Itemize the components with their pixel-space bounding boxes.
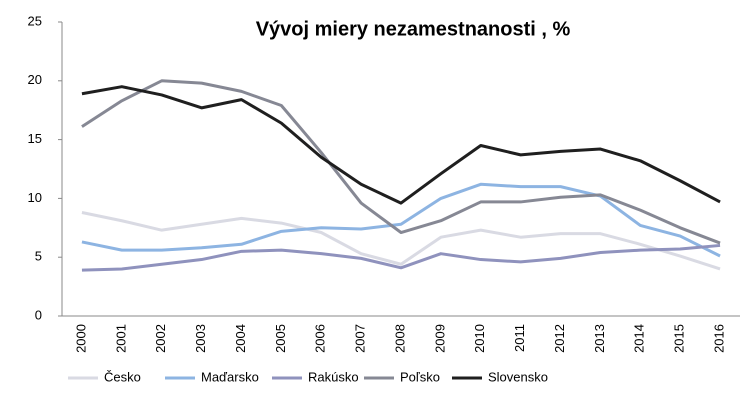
- legend-label: Česko: [104, 369, 141, 384]
- line: [81, 211, 721, 271]
- x-tick-label: 2013: [592, 324, 607, 353]
- chart-title: Vývoj miery nezamestnanosti , %: [256, 18, 571, 40]
- x-tick-label: 2010: [472, 324, 487, 353]
- line: [81, 85, 721, 205]
- x-tick-label: 2003: [193, 324, 208, 353]
- x-tick-label: 2006: [313, 324, 328, 353]
- x-tick-label: 2014: [632, 324, 647, 353]
- y-tick-label: 15: [28, 131, 42, 146]
- legend-label: Poľsko: [400, 369, 440, 384]
- x-tick-label: 2005: [273, 324, 288, 353]
- line: [81, 243, 721, 272]
- y-tick-label: 5: [35, 249, 42, 264]
- x-tick-label: 2001: [113, 324, 128, 353]
- y-tick-label: 20: [28, 72, 42, 87]
- x-tick-label: 2009: [432, 324, 447, 353]
- y-tick-label: 0: [35, 307, 42, 322]
- y-tick-label: 25: [28, 13, 42, 28]
- x-tick-label: 2004: [233, 324, 248, 353]
- x-tick-label: 2016: [711, 324, 726, 353]
- x-tick-label: 2015: [672, 324, 687, 353]
- x-tick-label: 2007: [353, 324, 368, 353]
- line: [81, 182, 721, 258]
- y-tick-label: 10: [28, 190, 42, 205]
- x-tick-label: 2002: [153, 324, 168, 353]
- x-tick-label: 2012: [552, 324, 567, 353]
- legend-label: Slovensko: [488, 369, 548, 384]
- legend-label: Rakúsko: [308, 369, 359, 384]
- legend-label: Maďarsko: [201, 369, 259, 384]
- line: [81, 79, 721, 245]
- x-tick-label: 2008: [392, 324, 407, 353]
- x-tick-label: 2000: [73, 324, 88, 353]
- x-tick-label: 2011: [512, 324, 527, 352]
